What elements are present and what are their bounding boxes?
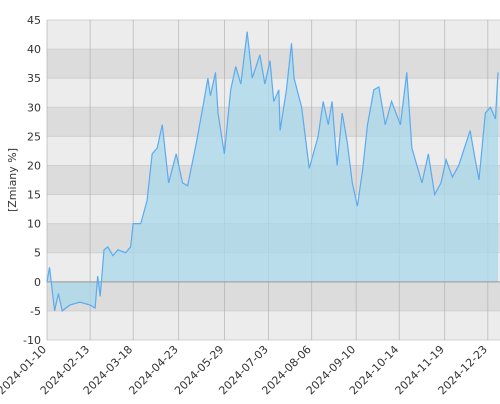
band (47, 310, 500, 340)
y-tick-label: -10 (23, 334, 41, 347)
area-fill (47, 31, 498, 311)
band (47, 20, 500, 50)
y-tick-label: 5 (34, 247, 41, 260)
y-tick-label: -5 (30, 305, 41, 318)
y-tick-label: 25 (27, 130, 41, 143)
y-tick-label: 40 (27, 43, 41, 56)
y-tick-label: 20 (27, 159, 41, 172)
y-tick-label: 10 (27, 218, 41, 231)
y-tick-label: 15 (27, 189, 41, 202)
line (46, 31, 499, 312)
band (47, 49, 500, 79)
y-tick-label: 0 (34, 276, 41, 289)
y-axis-label: [Zmiany %] (6, 148, 19, 212)
y-tick-label: 35 (27, 72, 41, 85)
y-tick-label: 30 (27, 101, 41, 114)
band (47, 281, 500, 311)
y-tick-label: 45 (27, 14, 41, 27)
